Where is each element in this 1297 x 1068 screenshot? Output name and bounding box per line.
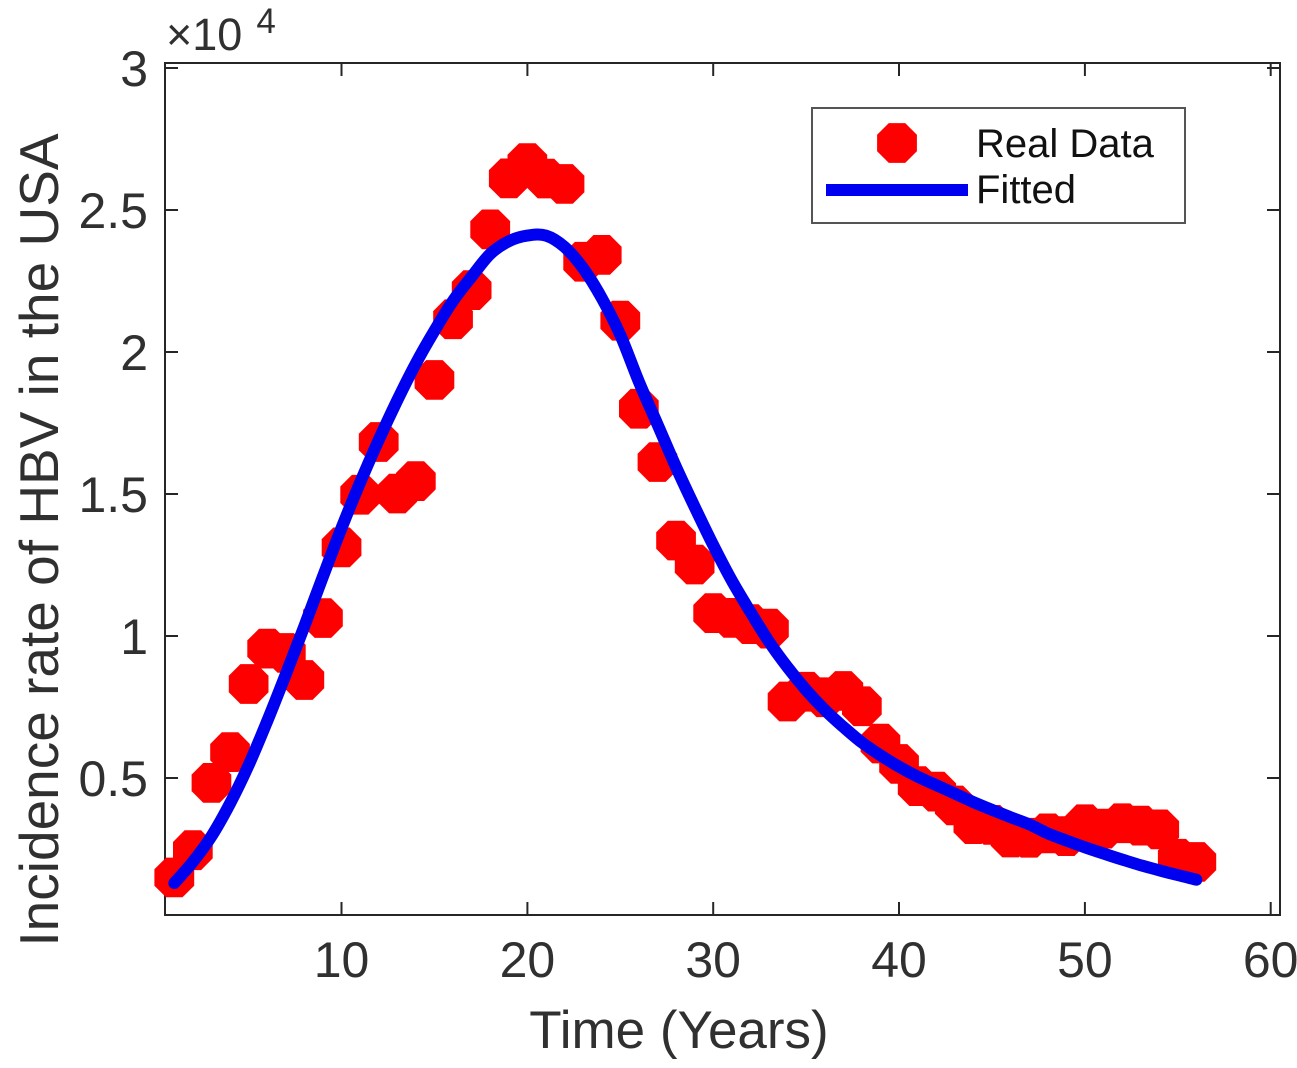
x-axis-label: Time (Years) [529,1001,828,1060]
legend-marker-real-data [877,123,917,163]
y-tick-label: 0.5 [78,751,148,807]
fitted-curve-line [168,228,1203,890]
y-tick-label: 1 [120,609,148,665]
data-point-marker [284,660,325,700]
data-point-marker [1139,809,1180,850]
exponent-power: 4 [256,2,275,41]
y-tick-label: 2.5 [78,183,148,239]
axes-box [164,62,1281,916]
data-point-marker [228,664,269,704]
plot-frame [164,62,1281,916]
data-point-marker [581,235,622,275]
data-point-marker [674,544,715,585]
data-point-marker [414,360,455,400]
real-data-series [154,143,1217,898]
x-tick-label: 10 [314,932,370,988]
data-point-marker [396,461,436,501]
exponent-base: ×10 [166,9,242,60]
x-tick-label: 50 [1057,932,1113,988]
data-point-marker [544,164,585,204]
data-point-marker [210,732,250,772]
y-tick-label: 3 [120,41,148,97]
y-axis-label: Incidence rate of HBV in the USA [8,133,70,947]
x-tick-label: 30 [685,932,741,988]
legend-label-fitted: Fitted [976,168,1076,212]
y-tick-label: 1.5 [78,467,148,523]
legend-label-real-data: Real Data [976,122,1155,166]
y-axis-exponent: ×10 4 [166,2,276,60]
x-tick-label: 40 [871,932,927,988]
legend-box [811,107,1186,224]
legend: Real Data Fitted [811,107,1186,224]
x-tick-label: 20 [500,932,556,988]
tick-labels: 10 20 30 40 50 60 0.5 1 1.5 2 2.5 3 [78,41,1297,988]
y-tick-label: 2 [120,325,148,381]
x-tick-label: 60 [1243,932,1297,988]
data-point-marker [842,686,882,727]
data-point-marker [191,763,232,803]
